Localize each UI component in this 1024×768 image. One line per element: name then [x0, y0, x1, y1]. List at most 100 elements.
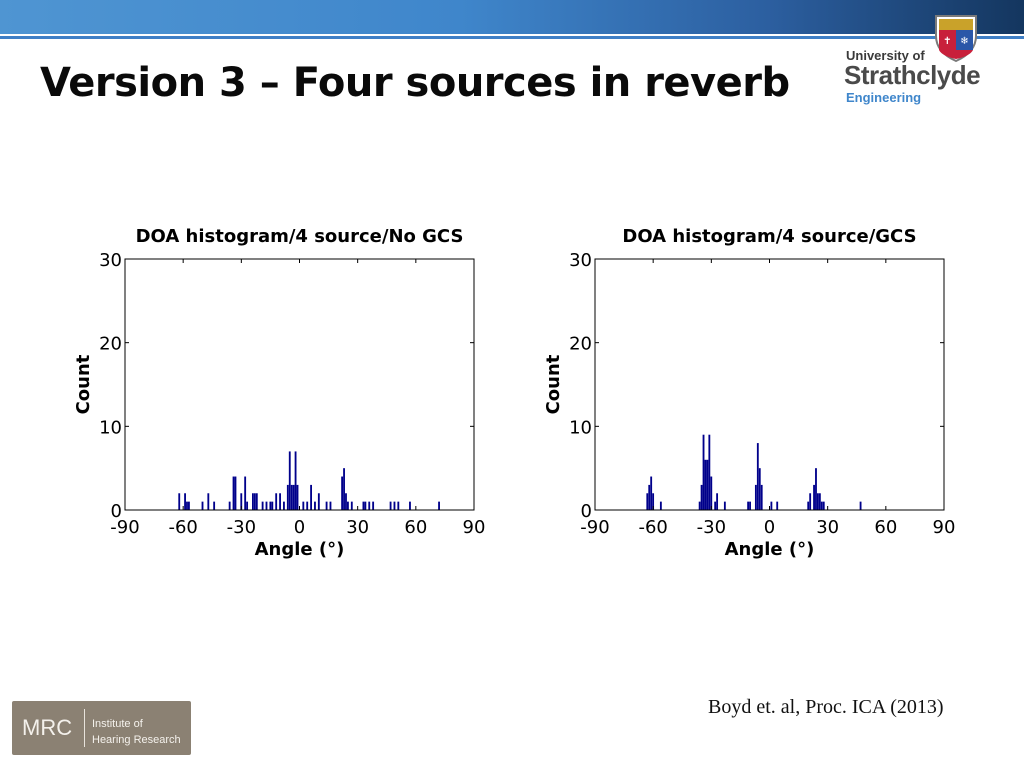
plot-frame [594, 258, 945, 511]
slide-title: Version 3 – Four sources in reverb [40, 60, 790, 106]
histogram-bar [807, 501, 810, 510]
histogram-bar [269, 501, 272, 510]
histogram-bar [760, 484, 763, 510]
citation: Boyd et. al, Proc. ICA (2013) [708, 696, 944, 718]
x-tick-label: 60 [874, 517, 897, 538]
histogram-bar [704, 459, 707, 510]
mrc-ihr-logo: MRC Institute of Hearing Research [12, 701, 191, 755]
histogram-bar [207, 493, 210, 510]
y-tick-label: 10 [99, 417, 122, 438]
histogram-bar [700, 484, 703, 510]
university-crest-icon: ✝ ❄ [935, 15, 977, 63]
histogram-bar [368, 501, 371, 510]
histogram-bar [255, 493, 258, 510]
histogram-bar [252, 493, 254, 510]
histogram-bar [723, 501, 726, 510]
histogram-bar [343, 468, 345, 510]
histogram-bar [409, 501, 411, 510]
histogram-bar [325, 501, 328, 510]
histogram-bar [244, 476, 247, 510]
histogram-bar [292, 484, 295, 510]
histogram-bar [265, 501, 268, 510]
histogram-bar [329, 501, 332, 510]
histogram-bar [362, 501, 365, 510]
histogram-no-gcs: DOA histogram/4 source/No GCS -90 -60 -30 0 3… [73, 226, 486, 560]
histogram-bar [813, 484, 815, 510]
histogram-bar [240, 493, 243, 510]
y-tick-label: 10 [569, 417, 592, 438]
mrc-divider [84, 709, 85, 747]
histogram-bar [815, 468, 817, 510]
y-tick-label: 20 [99, 334, 122, 355]
x-tick-label: 0 [764, 517, 775, 538]
x-tick-label: 30 [346, 517, 369, 538]
x-tick-label: 0 [294, 517, 305, 538]
x-tick-label: 30 [816, 517, 839, 538]
x-tick-label: 90 [933, 517, 956, 538]
histogram-bar [271, 501, 274, 510]
histogram-bar [758, 468, 761, 510]
chart-title: DOA histogram/4 source/No GCS [136, 226, 464, 247]
histogram-bar [770, 501, 773, 510]
histogram-bar [288, 451, 291, 510]
histogram-bar [294, 451, 297, 510]
university-logo: ✝ ❄ University of Strathclyde Engineerin… [842, 10, 992, 110]
histogram-bar [296, 484, 299, 510]
svg-text:✝: ✝ [943, 36, 951, 47]
y-tick-label: 0 [111, 501, 122, 522]
y-tick-label: 0 [581, 501, 592, 522]
x-tick-label: 90 [463, 517, 486, 538]
mrc-institute-line: Institute of [92, 718, 143, 730]
x-tick-label: -60 [168, 517, 197, 538]
histogram-bar [279, 493, 281, 510]
histogram-bar [372, 501, 375, 510]
header-rule [0, 36, 1024, 39]
histogram-bar [859, 501, 862, 510]
histogram-bar [776, 501, 779, 510]
y-tick-label: 30 [99, 250, 122, 271]
x-tick-label: -60 [638, 517, 667, 538]
histogram-bar [809, 493, 812, 510]
histogram-bar [389, 501, 392, 510]
x-tick-label: -30 [697, 517, 726, 538]
histogram-bar [253, 493, 256, 510]
x-tick-label: 60 [404, 517, 427, 538]
histogram-bar [710, 476, 713, 510]
histogram-bar [317, 493, 320, 510]
x-tick-label: -30 [227, 517, 256, 538]
histogram-bar [246, 501, 249, 510]
histogram-gcs: DOA histogram/4 source/GCS -90 -60 -30 0 30 60… [543, 226, 956, 560]
x-axis-label: Angle (°) [725, 539, 815, 560]
histogram-bar [201, 501, 204, 510]
mrc-wordmark: MRC [22, 715, 73, 740]
histogram-bar [178, 493, 181, 510]
histogram-bar [817, 493, 819, 510]
svg-text:❄: ❄ [960, 36, 968, 47]
histogram-bar [393, 501, 396, 510]
histogram-bar [186, 501, 188, 510]
histogram-bar [306, 501, 309, 510]
histogram-bar [648, 484, 651, 510]
histogram-bar [650, 476, 653, 510]
mrc-hearing-line: Hearing Research [92, 734, 181, 746]
histogram-bar [213, 501, 216, 510]
histogram-bar [302, 501, 305, 510]
histogram-bar [364, 501, 367, 510]
histogram-bar [286, 484, 289, 510]
histogram-bar [275, 493, 278, 510]
histogram-bar [232, 476, 235, 510]
y-axis-label: Count [543, 354, 564, 414]
y-axis-label: Count [73, 354, 94, 414]
histogram-bar [347, 501, 349, 510]
histogram-bar [820, 501, 823, 510]
logo-engineering: Engineering [846, 90, 922, 105]
histogram-bar [234, 476, 237, 510]
histogram-bar [698, 501, 701, 510]
x-tick-label: -90 [580, 517, 609, 538]
x-tick-label: -90 [110, 517, 139, 538]
histogram-bar [747, 501, 750, 510]
histogram-bar [818, 493, 821, 510]
header-bar [0, 0, 1024, 34]
y-tick-label: 30 [569, 250, 592, 271]
histogram-bar [345, 493, 347, 510]
